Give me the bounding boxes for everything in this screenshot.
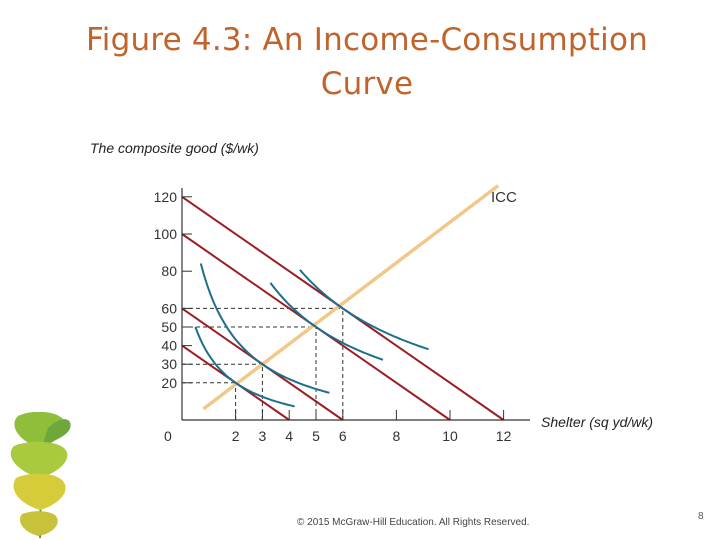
tick-labels: 2 3 4 5 6 8 10 12 20 30 40 50 60 80 100 120 — [154, 189, 512, 444]
y-tick-label: 20 — [161, 375, 177, 391]
indifference-curve-4 — [299, 269, 429, 351]
x-tick-label: 3 — [259, 428, 267, 444]
slide-title: Figure 4.3: An Income-Consumption Curve — [0, 18, 720, 106]
y-tick-label: 30 — [161, 356, 177, 372]
icc-layer — [202, 184, 500, 411]
y-axis-label: The composite good ($/wk) — [90, 140, 259, 156]
x-tick-label: 5 — [312, 428, 320, 444]
y-tick-label: 50 — [161, 319, 177, 335]
y-tick-label: 60 — [161, 300, 177, 316]
x-tick-label: 8 — [393, 428, 401, 444]
icc-label: ICC — [491, 189, 517, 206]
leaf-middle — [10, 441, 68, 478]
leaf-lower — [13, 473, 66, 510]
y-tick-label: 40 — [161, 338, 177, 354]
copyright-footer: © 2015 McGraw-Hill Education. All Rights… — [297, 517, 530, 528]
slide-title-line-1: Figure 4.3: An Income-Consumption — [86, 22, 648, 58]
x-tick-label: 12 — [496, 428, 512, 444]
indifference-curve-3 — [269, 282, 384, 361]
axes — [181, 188, 530, 421]
leaf-bottom — [19, 511, 58, 536]
x-tick-label: 6 — [339, 428, 347, 444]
origin-label: 0 — [164, 428, 172, 444]
indifference-curve-1 — [194, 326, 295, 408]
x-tick-label: 10 — [442, 428, 458, 444]
icc-line — [202, 184, 500, 411]
leaf-top-right — [42, 419, 71, 446]
page-number: 8 — [698, 511, 704, 522]
indifference-curves — [194, 263, 429, 408]
ginkgo-leaves-decoration — [10, 412, 71, 539]
indifference-curve-2 — [199, 263, 330, 394]
x-axis-label: Shelter (sq yd/wk) — [541, 414, 653, 430]
y-tick-label: 120 — [154, 189, 178, 205]
y-tick-label: 80 — [161, 263, 177, 279]
x-tick-label: 2 — [232, 428, 240, 444]
slide-title-line-2: Curve — [320, 66, 414, 102]
x-tick-label: 4 — [285, 428, 293, 444]
y-tick-label: 100 — [154, 226, 178, 242]
